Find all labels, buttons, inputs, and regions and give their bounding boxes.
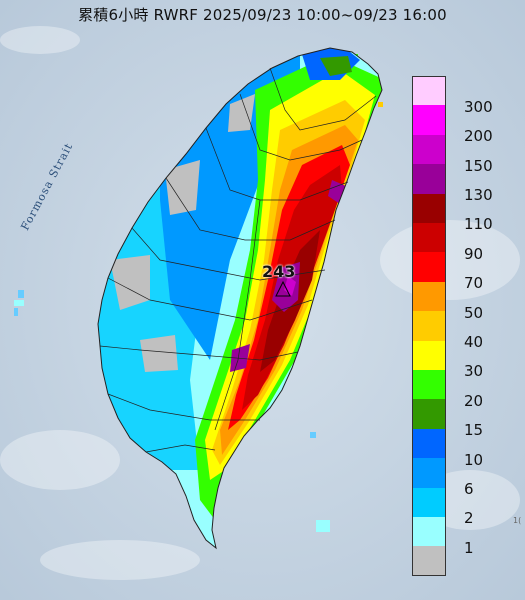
legend-label: 6 <box>464 480 474 499</box>
county-boundaries <box>99 67 377 453</box>
legend-swatch <box>412 517 446 547</box>
max-value-label: 243 <box>262 262 296 281</box>
legend-swatch <box>412 487 446 517</box>
legend-label: 150 <box>464 156 493 175</box>
legend-label: 200 <box>464 127 493 146</box>
map-title: 累積6小時 RWRF 2025/09/23 10:00~09/23 16:00 <box>78 6 447 24</box>
legend-swatch <box>412 105 446 135</box>
legend-swatch <box>412 193 446 223</box>
outlying-islands <box>14 54 383 532</box>
legend-swatch <box>412 281 446 312</box>
legend-swatch <box>412 340 446 370</box>
legend-label: 50 <box>464 303 484 322</box>
legend-swatch <box>412 252 446 282</box>
corner-label: 1( <box>513 516 522 525</box>
legend-label: 90 <box>464 244 484 263</box>
legend-swatch <box>412 458 446 488</box>
island-outline <box>97 47 383 550</box>
legend-label: 2 <box>464 509 474 528</box>
max-rainfall-marker <box>275 280 291 297</box>
legend-swatch <box>412 546 446 576</box>
legend-swatch <box>412 370 446 400</box>
legend-label: 15 <box>464 421 484 440</box>
legend-label: 40 <box>464 333 484 352</box>
legend-swatch <box>412 399 446 429</box>
legend-swatch <box>412 134 446 165</box>
legend-label: 130 <box>464 186 493 205</box>
legend-swatch <box>412 311 446 341</box>
legend-label: 30 <box>464 362 484 381</box>
legend-label: 1 <box>464 538 474 557</box>
legend-label: 110 <box>464 215 493 234</box>
legend-label: 70 <box>464 274 484 293</box>
legend-swatch <box>412 428 446 459</box>
legend-swatch <box>412 76 446 106</box>
legend-label: 20 <box>464 391 484 410</box>
legend: 300 200 150 130 110 90 70 50 40 30 20 15 10 6 2 1 <box>412 76 522 576</box>
legend-label: 10 <box>464 450 484 469</box>
legend-swatch <box>412 223 446 253</box>
legend-swatch <box>412 164 446 194</box>
legend-label: 300 <box>464 97 493 116</box>
